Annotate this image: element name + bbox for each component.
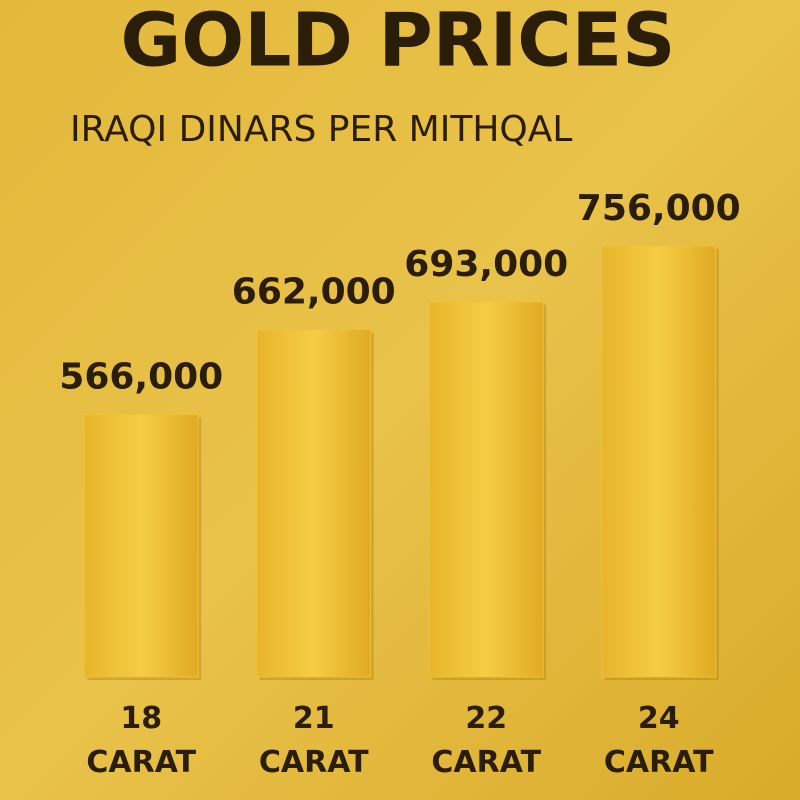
value-label: 756,000 — [577, 188, 741, 229]
value-label: 566,000 — [59, 356, 223, 397]
bar — [83, 413, 199, 678]
value-label: 693,000 — [404, 244, 568, 285]
category-label: 18 CARAT — [86, 701, 197, 780]
category-label: 21 CARAT — [258, 701, 369, 780]
category-label: 22 CARAT — [431, 701, 542, 780]
chart-subtitle: IRAQI DINARS PER MITHQAL — [70, 109, 572, 150]
bar — [428, 301, 544, 678]
bar — [601, 245, 717, 678]
category-label: 24 CARAT — [603, 701, 714, 780]
value-label: 662,000 — [232, 271, 396, 312]
bar — [256, 328, 372, 678]
chart-title: GOLD PRICES — [121, 0, 676, 84]
